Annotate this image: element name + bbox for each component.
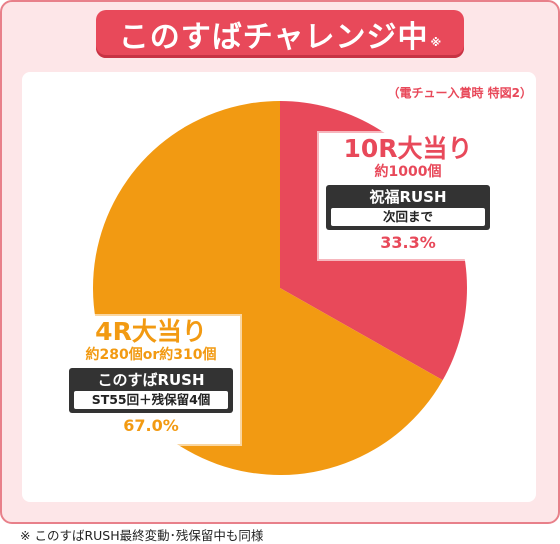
slice-name-4r: 4R大当り bbox=[95, 317, 207, 346]
title-banner: このすばチャレンジ中 ※ bbox=[96, 10, 464, 58]
title-footnote-mark: ※ bbox=[430, 35, 442, 49]
percent-10r: 33.3% bbox=[380, 233, 436, 252]
mode-name-10r: 祝福RUSH bbox=[369, 188, 447, 206]
footnote: ※ このすばRUSH最終変動･残保留中も同様 bbox=[20, 528, 264, 543]
slice-name-10r: 10R大当り bbox=[343, 134, 473, 163]
percent-4r: 67.0% bbox=[123, 416, 179, 435]
payout-4r: 約280個or約310個 bbox=[85, 347, 217, 363]
mode-plate-10r: 祝福RUSH 次回まで bbox=[326, 185, 490, 230]
mode-plate-4r: このすばRUSH ST55回＋残保留4個 bbox=[69, 368, 233, 413]
mode-detail-4r: ST55回＋残保留4個 bbox=[74, 391, 228, 409]
mode-name-4r: このすばRUSH bbox=[97, 371, 205, 389]
label-4r: 4R大当り 約280個or約310個 このすばRUSH ST55回＋残保留4個 … bbox=[62, 316, 240, 444]
condition-note: （電チュー入賞時 特図2） bbox=[387, 86, 532, 100]
label-10r: 10R大当り 約1000個 祝福RUSH 次回まで 33.3% bbox=[319, 133, 497, 259]
payout-10r: 約1000個 bbox=[374, 164, 442, 180]
page-title: このすばチャレンジ中 bbox=[118, 20, 429, 55]
mode-detail-10r: 次回まで bbox=[331, 208, 485, 226]
